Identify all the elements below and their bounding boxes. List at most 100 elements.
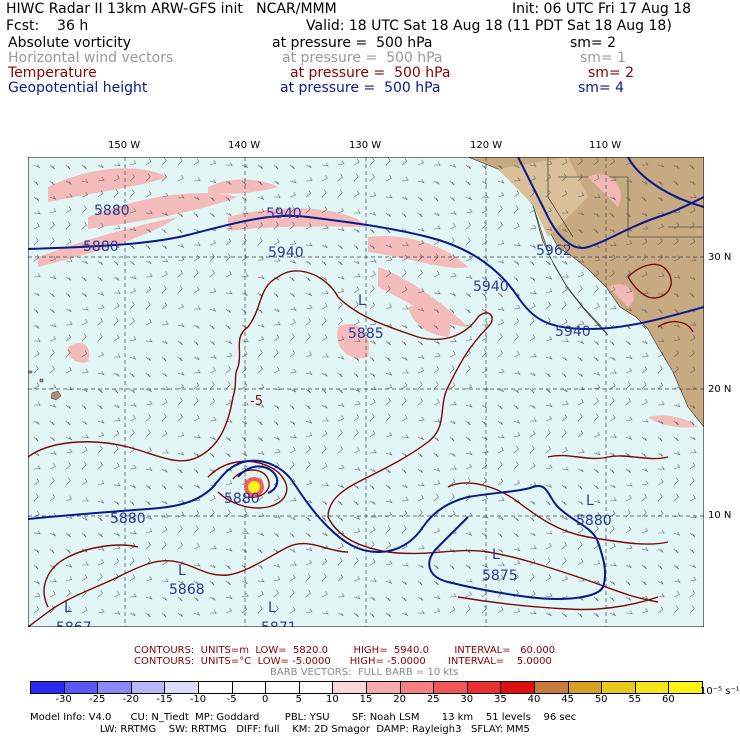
wind-barb [305,260,311,265]
wind-barb [161,321,169,326]
wind-barb [65,292,71,298]
wind-barb [81,388,88,393]
colorbar-label: 0 [262,694,269,705]
wind-barb [673,451,681,456]
wind-barb [209,253,215,262]
wind-barb [433,419,441,423]
wind-barb [625,545,633,550]
wind-barb [369,340,377,345]
wind-barb [529,445,535,454]
wind-barb [81,516,88,521]
wind-barb [209,509,215,518]
wind-barb [593,228,599,234]
wind-barb [369,468,376,473]
wind-barb [145,400,153,406]
wind-barb [241,254,248,262]
wind-barb [385,580,393,584]
wind-barb [65,563,73,568]
wind-barb [257,323,265,328]
wind-barb [273,462,280,470]
wind-barb [65,477,71,486]
wind-barb [689,366,696,374]
wind-barb [657,436,663,442]
wind-barb [673,349,679,358]
wind-barb [321,334,328,342]
wind-barb [433,493,439,502]
wind-barb [625,381,631,390]
wind-barb [609,580,616,585]
wind-barb [673,512,681,518]
wind-barb [33,465,41,470]
lat-label-20n: 20 N [708,384,732,395]
wind-barb [305,177,313,182]
height-label: 5940 [266,206,302,222]
wind-barb [225,419,233,423]
wind-barb [305,371,313,375]
wind-barb [81,350,88,358]
wind-barb [497,179,505,184]
wind-barb [561,173,567,182]
wind-barb [81,446,88,454]
wind-barb [49,365,55,374]
wind-barb [353,400,361,406]
wind-barb [465,292,471,298]
wind-barb [273,495,280,502]
wind-barb [401,212,407,218]
wind-barb [81,589,87,598]
wind-barb [193,286,200,294]
wind-barb [529,302,536,310]
wind-barb [321,516,327,522]
wind-barb [129,287,137,294]
low-markers: L L L L L L [64,293,594,616]
wind-barb [401,242,409,246]
wind-barb [561,301,567,310]
height-labels: 5880 5880 5940 5940 5962 5940 5940 5885 … [56,203,612,627]
wind-barb [129,260,135,266]
colorbar-swatch [198,681,233,694]
wind-barb [305,304,313,310]
wind-barb [321,558,328,566]
wind-barb [305,516,311,522]
wind-barb [529,545,537,550]
wind-barb [625,196,631,202]
wind-barb [113,353,121,358]
wind-barb [673,237,679,246]
field-name-temperature: Temperature [8,65,97,81]
wind-barb [257,420,263,426]
wind-barb [625,240,633,246]
wind-barb [625,397,631,406]
wind-barb [417,196,423,202]
wind-barb [657,401,665,406]
wind-barb [305,351,312,358]
wind-barb [337,227,345,232]
wind-barb [593,484,599,490]
wind-barb [689,420,695,426]
wind-barbs [33,157,697,618]
colorbar-swatch [668,681,703,694]
wind-barb [353,209,361,214]
wind-barb [193,177,201,182]
wind-barb [433,468,441,472]
wind-barb [369,541,375,550]
wind-barb [49,564,56,569]
height-label: 5880 [94,203,130,219]
wind-barb [209,580,215,586]
wind-barb [209,416,217,422]
wind-barb [561,557,567,566]
wind-barb [353,190,360,198]
wind-barb [353,372,359,378]
wind-barb [273,548,279,554]
height-label: 5875 [482,568,518,584]
wind-barb [641,547,649,551]
wind-barb [353,500,359,506]
wind-barb [529,290,537,294]
wind-barb [609,468,615,474]
wind-barb [321,175,328,182]
wind-barb [353,228,360,233]
wind-barb [257,578,265,583]
wind-barb [113,388,119,394]
wind-barb [65,605,71,614]
wind-barb [577,157,583,166]
wind-barb [193,525,199,534]
wind-barb [193,242,201,246]
